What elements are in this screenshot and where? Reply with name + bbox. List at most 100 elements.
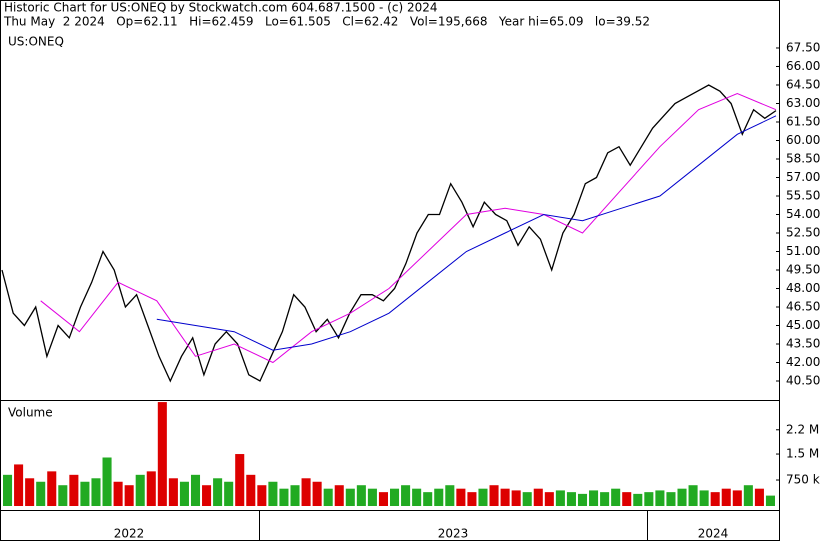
y-tick-label: 60.00 [786,133,820,147]
volume-bar [334,485,344,506]
volume-bar [423,492,433,506]
volume-bar [179,481,189,506]
y-tick-label: 40.50 [786,374,820,388]
volume-bar [367,488,377,506]
volume-bar [611,488,621,506]
volume-bar [135,474,145,506]
volume-bar [257,485,267,506]
volume-bar [666,492,676,506]
volume-bar [91,478,101,506]
y-tick-label: 43.50 [786,337,820,351]
y-tick-label: 67.50 [786,40,820,54]
y-tick-label: 49.50 [786,262,820,276]
y-tick-label: 58.50 [786,151,820,165]
volume-bar [699,490,709,506]
volume-bar [555,490,565,506]
volume-bar [743,485,753,506]
volume-bar [14,464,24,506]
year-label: 2022 [114,527,145,541]
volume-bar [124,485,134,506]
volume-bar [356,485,366,506]
y-tick-label: 51.00 [786,244,820,258]
y-tick-label: 46.50 [786,299,820,313]
volume-bar [434,488,444,506]
volume-bar [224,481,234,506]
volume-bar [655,490,665,506]
y-tick-label: 1.5 M [786,447,819,461]
volume-bar [478,488,488,506]
volume-bar [522,492,532,506]
symbol-label: US:ONEQ [8,35,64,49]
volume-bar [279,488,289,506]
volume-bar [146,471,156,506]
volume-bar [500,488,510,506]
volume-bar [3,474,13,506]
volume-bar [533,488,543,506]
volume-bar [190,474,201,506]
volume-bar [644,492,654,506]
volume-bar [345,488,355,506]
y-tick-label: 45.00 [786,318,820,332]
y-tick-label: 61.50 [786,114,820,128]
volume-bar [633,493,643,506]
volume-bar [710,492,720,506]
volume-bar [213,478,223,506]
header-line: Thu May 2 2024 Op=62.11 Hi=62.459 Lo=61.… [3,15,650,29]
y-tick-label: 55.50 [786,188,820,202]
volume-bar [312,481,322,506]
volume-bar [412,488,422,506]
y-tick-label: 54.00 [786,207,820,221]
y-tick-label: 52.50 [786,225,820,239]
price-line [40,93,777,364]
volume-bar [467,492,477,506]
volume-bar [445,485,455,506]
year-label: 2023 [438,527,469,541]
volume-bar [589,490,599,506]
y-tick-label: 750 k [786,473,820,487]
volume-bar [721,488,731,506]
volume-bar [168,478,178,506]
y-tick-label: 66.00 [786,59,820,73]
volume-label: Volume [8,406,53,420]
volume-bar [235,454,245,506]
volume-bar [58,485,68,506]
volume-bar [566,492,576,506]
volume-bar [113,481,123,506]
y-tick-label: 57.00 [786,170,820,184]
volume-bar [456,488,466,506]
y-tick-label: 2.2 M [786,422,819,436]
y-tick-label: 48.00 [786,281,820,295]
price-line [1,84,777,383]
volume-bar [511,490,521,506]
volume-bar [688,485,698,506]
volume-bar [202,485,212,506]
year-label: 2024 [698,527,729,541]
volume-bar [301,478,311,506]
volume-bar [622,492,632,506]
volume-bar [600,492,610,506]
volume-bar [390,488,400,506]
volume-bar [765,495,775,506]
volume-bar [69,474,79,506]
y-tick-label: 42.00 [786,355,820,369]
price-line [156,115,777,351]
volume-bar [577,493,588,506]
volume-bar [401,485,411,506]
volume-bar [290,485,300,506]
volume-bar [544,492,554,506]
volume-bar [378,492,388,506]
y-tick-label: 63.00 [786,96,820,110]
volume-bar [732,490,742,506]
volume-bar [80,481,90,506]
y-tick-label: 64.50 [786,77,820,91]
volume-bar [102,457,112,506]
volume-bar [489,485,499,506]
frame [0,0,780,541]
volume-bar [36,481,46,506]
volume-bar [268,481,278,506]
volume-bar [246,474,256,506]
volume-bar [47,471,57,506]
volume-bar [677,488,687,506]
header-line: Historic Chart for US:ONEQ by Stockwatch… [4,1,437,15]
